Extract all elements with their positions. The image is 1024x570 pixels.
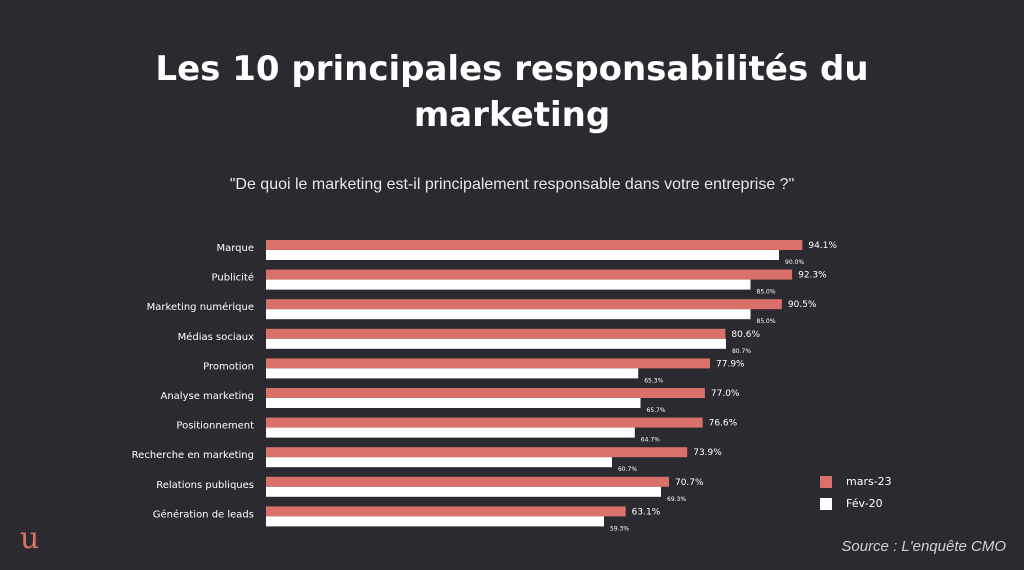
data-label-mars-23-analyse-marketing: 77.0%	[711, 389, 740, 399]
bar-fev-20-relations-publiques	[266, 486, 662, 497]
category-label-promotion: Promotion	[203, 361, 254, 372]
bar-fev-20-positionnement	[266, 427, 635, 438]
category-label-medias-sociaux: Médias sociaux	[178, 331, 254, 343]
bar-fev-20-marketing-numerique	[266, 309, 751, 320]
category-label-positionnement: Positionnement	[176, 421, 254, 432]
data-label-fev-20-marketing-numerique: 85.0%	[757, 318, 776, 325]
bar-mars-23-relations-publiques	[266, 476, 669, 487]
data-label-fev-20-relations-publiques: 69.3%	[667, 496, 686, 503]
bar-fev-20-publicite	[266, 279, 751, 290]
bar-fev-20-marque	[266, 250, 779, 260]
data-label-mars-23-marketing-numerique: 90.5%	[788, 300, 817, 310]
bar-fev-20-generation-de-leads	[266, 516, 605, 527]
bar-mars-23-positionnement	[266, 417, 703, 428]
data-label-mars-23-publicite: 92.3%	[798, 271, 827, 281]
chart-title-line-2: marketing	[413, 95, 611, 135]
legend-label-mars-23: mars-23	[846, 475, 892, 488]
data-label-fev-20-publicite: 85.0%	[757, 289, 776, 296]
category-label-publicite: Publicité	[212, 272, 254, 284]
bar-mars-23-recherche-en-marketing	[266, 447, 688, 458]
data-label-mars-23-relations-publiques: 70.7%	[675, 478, 704, 488]
data-label-fev-20-marque: 90.0%	[785, 259, 804, 266]
data-label-fev-20-medias-sociaux: 80.7%	[732, 348, 751, 355]
category-label-analyse-marketing: Analyse marketing	[161, 391, 255, 402]
chart-subtitle: "De quoi le marketing est-il principalem…	[229, 176, 795, 193]
category-label-recherche-en-marketing: Recherche en marketing	[132, 450, 254, 461]
data-label-mars-23-recherche-en-marketing: 73.9%	[693, 448, 722, 458]
data-label-fev-20-generation-de-leads: 59.3%	[610, 525, 629, 532]
data-label-mars-23-generation-de-leads: 63.1%	[632, 507, 661, 517]
source-note: Source : L'enquête CMO	[841, 538, 1006, 555]
category-label-marque: Marque	[216, 243, 254, 254]
bar-mars-23-marketing-numerique	[266, 299, 782, 310]
bar-mars-23-marque	[266, 240, 803, 250]
legend-swatch-mars-23	[820, 476, 832, 488]
data-label-mars-23-promotion: 77.9%	[716, 359, 745, 369]
bar-fev-20-medias-sociaux	[266, 338, 726, 349]
category-label-relations-publiques: Relations publiques	[156, 480, 254, 491]
data-label-fev-20-positionnement: 64.7%	[641, 437, 660, 444]
chart-title-line-1: Les 10 principales responsabilités du	[155, 49, 869, 89]
data-label-mars-23-medias-sociaux: 80.6%	[731, 330, 760, 340]
bar-fev-20-analyse-marketing	[266, 398, 641, 408]
bar-mars-23-publicite	[266, 269, 793, 280]
data-label-mars-23-positionnement: 76.6%	[709, 419, 738, 429]
chart-title: Les 10 principales responsabilités du ma…	[0, 46, 1024, 138]
bar-mars-23-medias-sociaux	[266, 328, 726, 339]
data-label-fev-20-recherche-en-marketing: 60.7%	[618, 466, 637, 473]
category-label-generation-de-leads: Génération de leads	[153, 508, 254, 520]
data-label-fev-20-promotion: 65.3%	[644, 377, 663, 384]
data-label-mars-23-marque: 94.1%	[808, 241, 837, 251]
bar-mars-23-analyse-marketing	[266, 388, 705, 398]
legend-label-fev-20: Fév-20	[846, 497, 883, 510]
bar-mars-23-generation-de-leads	[266, 506, 626, 517]
brand-logo: u	[20, 521, 40, 556]
data-label-fev-20-analyse-marketing: 65.7%	[646, 407, 665, 414]
category-label-marketing-numerique: Marketing numérique	[147, 301, 254, 313]
bar-fev-20-recherche-en-marketing	[266, 457, 612, 468]
bar-mars-23-promotion	[266, 358, 711, 369]
bar-fev-20-promotion	[266, 368, 639, 379]
legend-swatch-fev-20	[820, 498, 832, 510]
